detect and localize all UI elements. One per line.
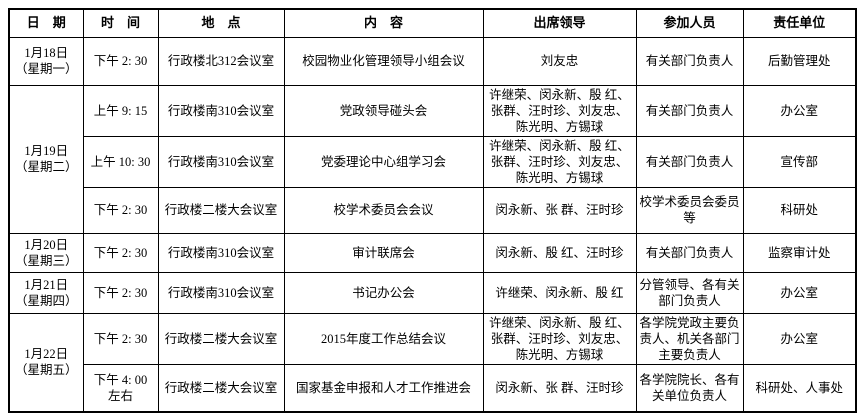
table-row: 1月20日 （星期三） 下午 2: 30 行政楼南310会议室 审计联席会 闵永…: [8, 232, 857, 273]
cell-time: 上午 10: 30: [82, 135, 159, 188]
cell-date: 1月22日 （星期五）: [8, 312, 84, 413]
cell-content: 国家基金申报和人才工作推进会: [283, 363, 484, 413]
cell-time: 下午 2: 30: [82, 186, 159, 234]
table-row: 1月18日 （星期一） 下午 2: 30 行政楼北312会议室 校园物业化管理领…: [8, 36, 857, 86]
cell-leaders: 闵永新、张 群、汪时珍: [482, 363, 637, 413]
table-row: 下午 4: 00 左右 行政楼二楼大会议室 国家基金申报和人才工作推进会 闵永新…: [9, 363, 857, 413]
cell-participants: 有关部门负责人: [635, 232, 744, 273]
cell-content: 审计联席会: [283, 232, 484, 273]
cell-date: 1月19日 （星期二）: [8, 84, 84, 234]
cell-unit: 办公室: [742, 312, 857, 365]
cell-place: 行政楼二楼大会议室: [157, 312, 285, 365]
cell-date: 1月20日 （星期三）: [8, 232, 84, 273]
cell-leaders: 许继荣、闵永新、殷 红、张群、汪时珍、刘友忠、陈光明、方锡球: [482, 312, 637, 365]
cell-leaders: 许继荣、闵永新、殷 红、张群、汪时珍、刘友忠、陈光明、方锡球: [482, 84, 637, 137]
cell-unit: 科研处: [742, 186, 857, 234]
table-row: 1月21日 （星期四） 下午 2: 30 行政楼南310会议室 书记办公会 许继…: [8, 271, 857, 314]
cell-participants: 校学术委员会委员等: [635, 186, 744, 234]
cell-unit: 办公室: [742, 271, 857, 314]
header-place: 地 点: [157, 8, 285, 38]
cell-place: 行政楼南310会议室: [157, 232, 285, 273]
cell-content: 党政领导碰头会: [283, 84, 484, 137]
cell-leaders: 许继荣、闵永新、殷 红: [482, 271, 637, 314]
cell-unit: 科研处、人事处: [742, 363, 857, 413]
cell-time: 下午 4: 00 左右: [82, 363, 159, 413]
cell-content: 校园物业化管理领导小组会议: [283, 36, 484, 86]
cell-place: 行政楼二楼大会议室: [157, 186, 285, 234]
cell-content: 2015年度工作总结会议: [283, 312, 484, 365]
cell-content: 党委理论中心组学习会: [283, 135, 484, 188]
cell-content: 校学术委员会会议: [283, 186, 484, 234]
cell-leaders: 刘友忠: [482, 36, 637, 86]
cell-time: 下午 2: 30: [82, 36, 159, 86]
cell-time: 下午 2: 30: [82, 312, 159, 365]
cell-place: 行政楼南310会议室: [157, 271, 285, 314]
header-participants: 参加人员: [635, 8, 744, 38]
cell-content: 书记办公会: [283, 271, 484, 314]
cell-participants: 分管领导、各有关部门负责人: [635, 271, 744, 314]
cell-participants: 有关部门负责人: [635, 135, 744, 188]
cell-unit: 监察审计处: [742, 232, 857, 273]
cell-participants: 有关部门负责人: [635, 36, 744, 86]
cell-unit: 宣传部: [742, 135, 857, 188]
cell-time: 下午 2: 30: [82, 271, 159, 314]
header-unit: 责任单位: [742, 8, 857, 38]
cell-date: 1月18日 （星期一）: [8, 36, 84, 86]
table-row: 1月22日 （星期五） 下午 2: 30 行政楼二楼大会议室 2015年度工作总…: [8, 312, 857, 413]
cell-leaders: 许继荣、闵永新、殷 红、张群、汪时珍、刘友忠、陈光明、方锡球: [482, 135, 637, 188]
table-row: 下午 2: 30 行政楼二楼大会议室 校学术委员会会议 闵永新、张 群、汪时珍 …: [9, 186, 857, 234]
cell-leaders: 闵永新、殷 红、汪时珍: [482, 232, 637, 273]
header-leaders: 出席领导: [482, 8, 637, 38]
meeting-schedule-table: 日 期 时 间 地 点 内 容 出席领导 参加人员 责任单位 1月18日 （星期…: [8, 8, 857, 413]
cell-unit: 办公室: [742, 84, 857, 137]
header-date: 日 期: [8, 8, 84, 38]
header-content: 内 容: [283, 8, 484, 38]
cell-place: 行政楼二楼大会议室: [157, 363, 285, 413]
cell-leaders: 闵永新、张 群、汪时珍: [482, 186, 637, 234]
table-row: 上午 10: 30 行政楼南310会议室 党委理论中心组学习会 许继荣、闵永新、…: [9, 135, 857, 188]
header-row: 日 期 时 间 地 点 内 容 出席领导 参加人员 责任单位: [8, 8, 857, 38]
cell-unit: 后勤管理处: [742, 36, 857, 86]
cell-time: 下午 2: 30: [82, 232, 159, 273]
cell-time: 上午 9: 15: [82, 84, 159, 137]
table-row: 1月19日 （星期二） 上午 9: 15 行政楼南310会议室 党政领导碰头会 …: [8, 84, 857, 234]
cell-participants: 有关部门负责人: [635, 84, 744, 137]
cell-place: 行政楼南310会议室: [157, 84, 285, 137]
cell-participants: 各学院党政主要负责人、机关各部门主要负责人: [635, 312, 744, 365]
cell-place: 行政楼北312会议室: [157, 36, 285, 86]
cell-date: 1月21日 （星期四）: [8, 271, 84, 314]
cell-participants: 各学院院长、各有关单位负责人: [635, 363, 744, 413]
cell-place: 行政楼南310会议室: [157, 135, 285, 188]
header-time: 时 间: [82, 8, 159, 38]
